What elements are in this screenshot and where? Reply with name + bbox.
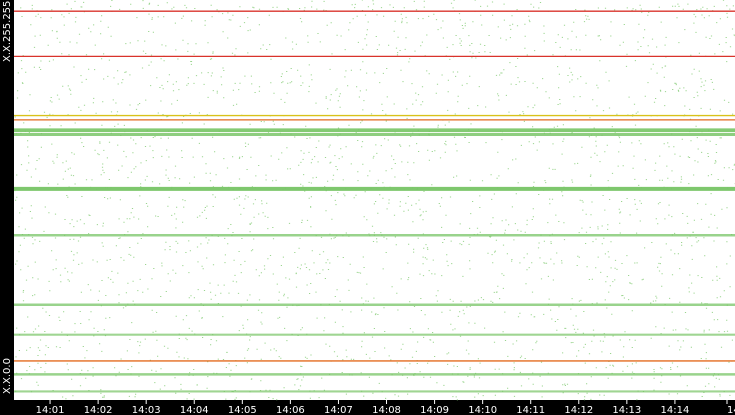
x-tick-label-6: 14:07: [324, 405, 353, 415]
x-tick-label-8: 14:09: [420, 405, 449, 415]
x-tick-label-5: 14:06: [276, 405, 305, 415]
x-tick-label-0: 14:01: [36, 405, 65, 415]
x-tick-label-9: 14:10: [468, 405, 497, 415]
x-axis-ticks: 14:01 14:02 14:03 14:04 14:05 14:06 14:07 14:08…: [36, 400, 735, 415]
x-tick-label-11: 14:12: [564, 405, 593, 415]
x-tick-label-1: 14:02: [84, 405, 113, 415]
scatter-point-cloud: [14, 0, 735, 401]
x-tick-label-7: 14:08: [372, 405, 401, 415]
dense-bands: [14, 128, 735, 393]
colored-series-lines: [14, 10, 735, 362]
y-axis-top-label: X.X.255.255: [2, 1, 13, 62]
x-tick-label-10: 14:11: [516, 405, 545, 415]
y-axis-bottom-label: X.X.0.0: [2, 358, 13, 394]
x-tick-label-13: 14:14: [661, 405, 690, 415]
x-tick-label-3: 14:04: [180, 405, 209, 415]
x-tick-label-12: 14:13: [612, 405, 641, 415]
x-tick-label-2: 14:03: [132, 405, 161, 415]
scatter-points: [14, 0, 735, 401]
x-tick-label-4: 14:05: [228, 405, 257, 415]
x-tick-label-14: 14: [727, 405, 735, 415]
plot-area: [14, 0, 735, 400]
